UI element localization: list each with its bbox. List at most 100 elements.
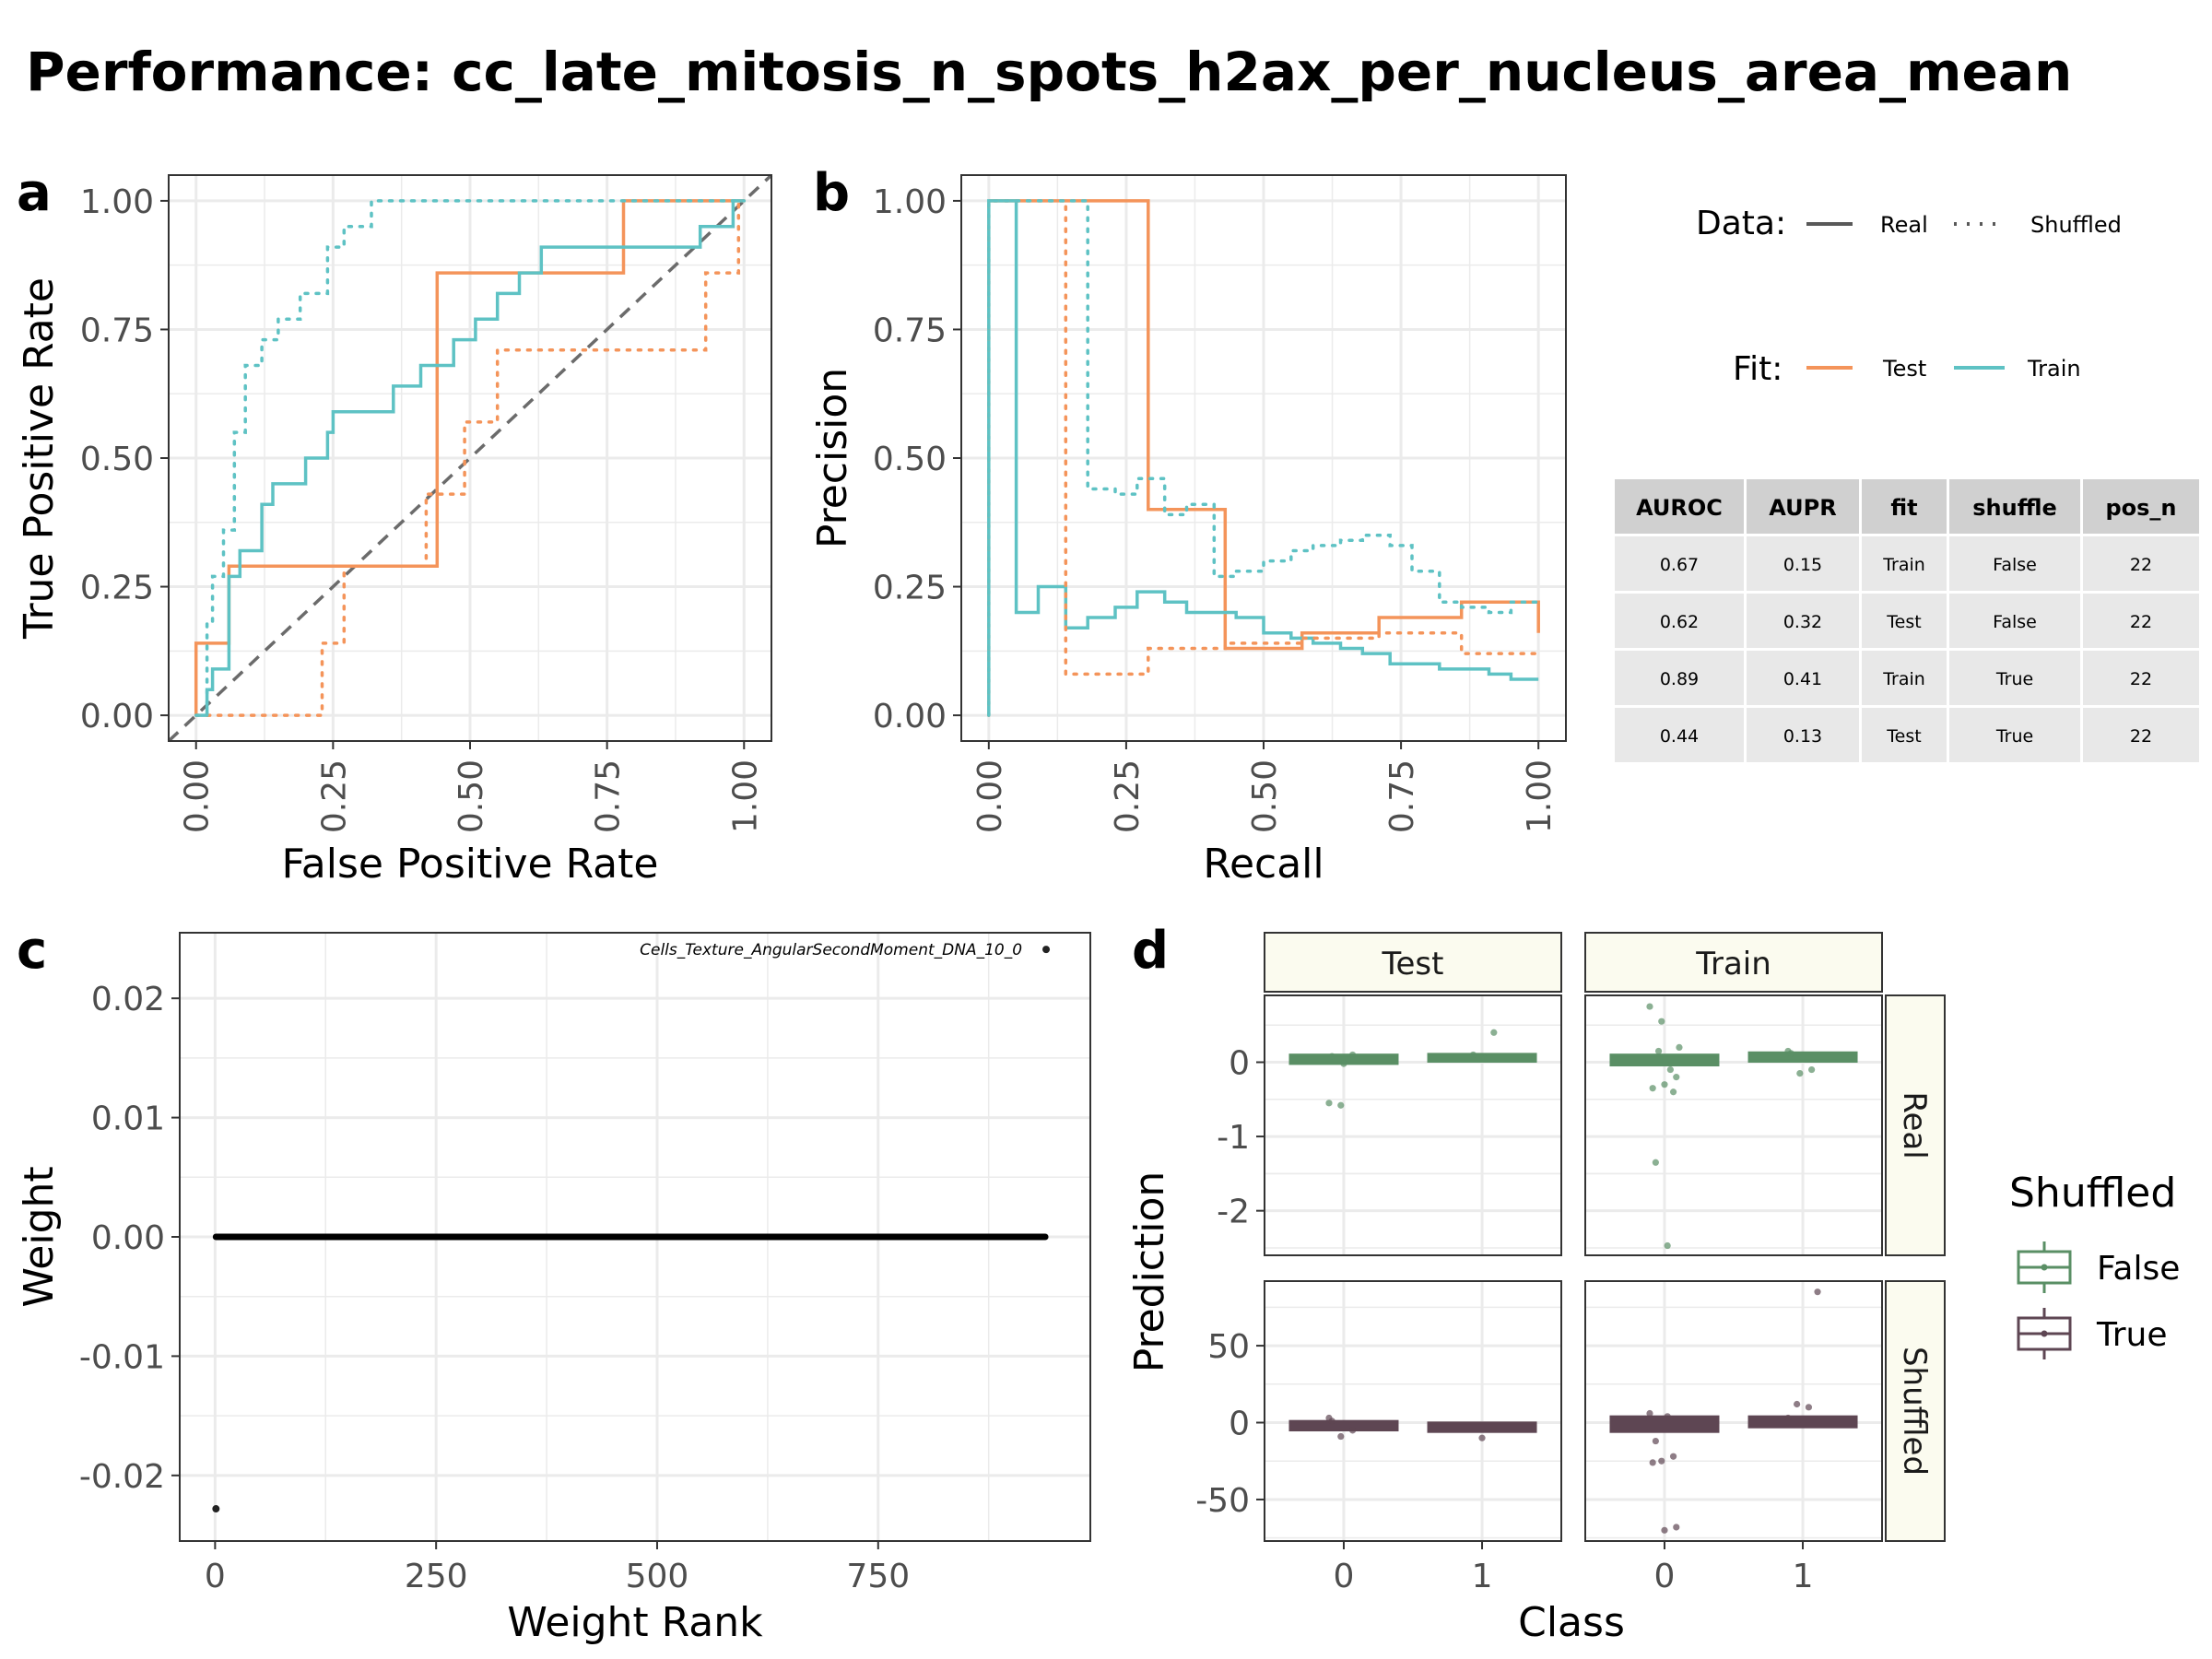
prediction-point [1490,1029,1498,1036]
facet-border [1264,1280,1562,1542]
table-header-cell [2083,479,2199,534]
table-cell [2083,594,2199,648]
table-cell-value: 0.62 [1660,612,1699,632]
panel-tag-d: d [1132,921,1169,981]
prediction-point [1673,1074,1680,1081]
x-tick-label: 0 [1654,1558,1676,1595]
x-tick-label: 0 [1334,1558,1355,1595]
facet-strip-row [1885,994,1946,1256]
prediction-point [1664,1241,1671,1250]
prediction-point [1784,1414,1792,1422]
prediction-point [1337,1432,1345,1441]
pr-tick-labels: 0.00 0.00 0.25 0.25 0.50 0.50 0.75 0.75 1.00 1.00 [873,183,1559,833]
y-tick-label: 0.50 [873,441,947,478]
prediction-point [1669,1453,1677,1460]
x-tick-label: 0.75 [590,759,628,833]
prediction-point [1794,1400,1801,1408]
prediction-x-axis-title: Class [1518,1599,1625,1646]
series-test-shuffled [194,199,747,717]
table-cell-value: False [1993,612,2037,632]
prediction-point [1808,1065,1816,1074]
table-cell-value: 0.67 [1660,555,1699,575]
table-cell [1615,651,1744,705]
weight-point [212,1505,220,1513]
prediction-point [1661,1081,1668,1088]
shuffled-legend-title: Shuffled [2009,1170,2176,1217]
prediction-point [1669,1088,1677,1096]
x-tick-label: 1 [1793,1558,1814,1595]
prediction-point [1646,1409,1653,1418]
series-train-shuffled [194,199,747,717]
facet-background [1265,1281,1561,1541]
prediction-point [1649,1459,1656,1466]
legend-train-label: Train [2027,356,2081,382]
metrics-table: AUROC AUPR fit shuffle pos_n 0.67 0.15 Train Fal… [1615,479,2199,762]
table-cell [2083,536,2199,591]
x-tick-label: 0.25 [315,759,353,833]
chance-diagonal [167,173,773,743]
prediction-point [1478,1434,1486,1441]
table-cell [1615,536,1744,591]
prediction-point [1666,1065,1674,1074]
table-header-label: fit [1890,495,1917,521]
prediction-point [1646,1003,1653,1010]
prediction-point [1787,1050,1794,1057]
prediction-facets: Test Train Real Shuffled 0 -1 -2 50 0 -50 0 1 0 1 [1195,932,1946,1595]
table-cell-value: 22 [2130,555,2152,575]
facet-strip-label: Test [1382,946,1444,982]
x-tick-label: 0.50 [1246,759,1284,833]
legend-dot [2041,1264,2048,1271]
table-cell [1747,536,1859,591]
legend-key-true: True [2017,1308,2167,1359]
table-cell-value: Train [1882,555,1925,575]
legend-key-false: False [2017,1241,2180,1293]
table-cell [1747,651,1859,705]
y-tick-label: 0.25 [80,570,154,607]
roc-y-axis-title: True Positive Rate [16,277,63,640]
table-cell [1862,536,1947,591]
y-tick-label: 1.00 [80,183,154,221]
y-tick-label: 0.50 [80,441,154,478]
legend-label: False [2097,1250,2180,1288]
table-cell [1615,594,1744,648]
series-test-real [194,199,745,716]
table-cell-value: 22 [2130,726,2152,747]
prediction-point [1805,1404,1813,1411]
prediction-point [1661,1526,1668,1534]
prediction-point [1337,1101,1345,1109]
prediction-point [1658,1457,1665,1465]
facet-background [1585,1281,1882,1541]
pr-y-axis-title: Precision [809,368,856,548]
pr-grid [961,175,1566,741]
prediction-point [1469,1051,1477,1059]
series-train-real [195,199,745,717]
table-cell-value: 0.13 [1783,726,1822,747]
y-tick-label: 50 [1207,1328,1250,1366]
shuffled-legend: False True [2017,1241,2180,1359]
legend-data-title: Data: [1696,205,1786,242]
prediction-point [1348,1427,1357,1434]
pr-lines [987,199,1540,717]
table-cell-value: True [1995,726,2033,747]
facet-train-shuffled [1584,1280,1883,1542]
prediction-point [1664,1413,1671,1420]
x-tick-label: 1 [1472,1558,1493,1595]
prediction-point [1676,1043,1683,1051]
prediction-point [1652,1159,1659,1166]
prediction-point [1325,1100,1333,1107]
table-cell [1747,708,1859,762]
legend-shuffled-label: Shuffled [2030,212,2122,238]
figure-title: Performance: cc_late_mitosis_n_spots_h2a… [26,41,2072,103]
legend-dot [2041,1330,2048,1337]
table-cell [2083,708,2199,762]
roc-tick-labels: 0.00 0.00 0.25 0.25 0.50 0.50 0.75 0.75 1.00 1.00 [80,183,764,833]
series-test-shuffled [987,199,1540,717]
table-cell-value: 0.15 [1783,555,1822,575]
x-tick-label: 0.00 [179,759,217,833]
table-cell-value: 22 [2130,612,2152,632]
table-cell [1862,651,1947,705]
table-cell-value: 0.44 [1660,726,1699,747]
facet-strip-col [1584,932,1883,993]
